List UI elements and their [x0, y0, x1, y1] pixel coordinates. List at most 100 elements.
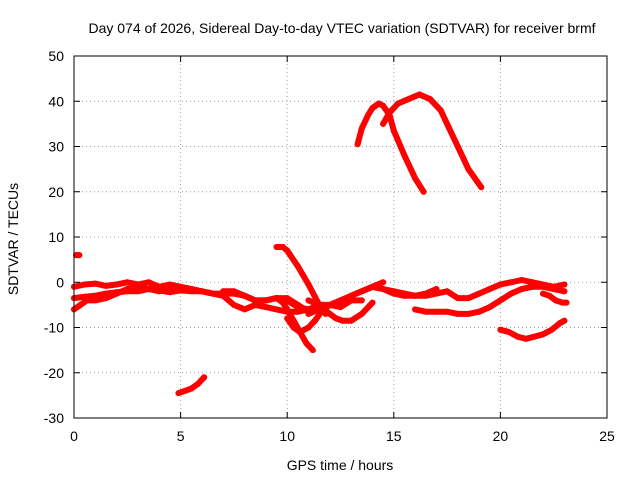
data-point [77, 301, 84, 308]
data-point [337, 297, 344, 304]
data-point [358, 297, 365, 304]
data-point [365, 111, 372, 118]
data-point [358, 288, 365, 295]
data-point [529, 283, 536, 290]
data-point [550, 286, 557, 292]
data-point [518, 286, 525, 292]
y-tick-label: 10 [48, 229, 64, 245]
data-point [531, 333, 538, 340]
y-tick-label: 30 [48, 139, 64, 155]
data-point [124, 279, 131, 286]
data-point [412, 175, 419, 182]
data-point [290, 317, 297, 324]
y-tick-label: 0 [56, 274, 64, 290]
data-point [103, 282, 109, 289]
data-point [273, 244, 280, 250]
data-point [540, 331, 546, 338]
data-point [305, 324, 312, 331]
y-axis-label: SDTVAR / TECUs [5, 183, 21, 295]
data-point [486, 286, 493, 292]
data-point [422, 308, 429, 315]
data-point [497, 297, 504, 304]
data-point [305, 310, 312, 317]
data-point [559, 299, 566, 306]
data-point [486, 304, 493, 311]
data-point [416, 91, 423, 98]
data-point [446, 125, 453, 132]
data-point [552, 297, 559, 304]
data-point [358, 125, 365, 132]
data-point [476, 290, 483, 297]
data-point [548, 326, 555, 333]
data-point [348, 292, 355, 299]
data-point [444, 308, 451, 315]
data-point [284, 306, 291, 313]
data-point [311, 317, 318, 324]
data-point [252, 297, 259, 304]
data-point [386, 109, 393, 116]
data-point [198, 288, 205, 295]
data-point [561, 288, 568, 295]
data-point [427, 96, 433, 102]
data-point [395, 100, 402, 107]
data-point [333, 315, 340, 322]
data-point [433, 290, 440, 297]
data-point [339, 317, 346, 324]
data-point [305, 281, 312, 288]
data-point [454, 310, 461, 317]
data-point [380, 102, 387, 109]
data-point [465, 310, 472, 317]
data-point [76, 252, 83, 259]
data-point [454, 295, 461, 302]
data-point [297, 329, 303, 335]
data-point [209, 290, 216, 297]
data-point [422, 292, 429, 299]
y-tick-label: -30 [44, 410, 64, 426]
data-point [177, 283, 184, 290]
data-point [348, 317, 355, 324]
data-point [563, 299, 570, 306]
data-point [113, 290, 120, 297]
data-point [401, 152, 408, 159]
data-point [188, 385, 195, 392]
data-point [358, 310, 365, 317]
data-point [523, 335, 529, 342]
data-point [294, 304, 301, 311]
y-tick-label: 40 [48, 93, 64, 109]
data-point [83, 297, 90, 304]
data-point [284, 247, 291, 254]
data-point [145, 279, 152, 286]
data-point [369, 299, 376, 306]
data-point [273, 295, 280, 302]
y-tick-label: 20 [48, 184, 64, 200]
data-point [156, 288, 163, 295]
data-point [497, 326, 504, 333]
data-point [273, 306, 280, 313]
y-tick-label: -10 [44, 320, 64, 336]
x-axis-label: GPS time / hours [287, 457, 394, 473]
data-point [369, 105, 376, 111]
data-point [262, 304, 269, 311]
data-point [444, 288, 451, 295]
data-point [380, 286, 387, 292]
data-point [326, 310, 333, 317]
data-point [405, 96, 412, 102]
data-point [518, 277, 525, 283]
data-point [305, 297, 312, 304]
data-point [103, 295, 109, 302]
data-point [201, 374, 208, 381]
data-point [412, 306, 419, 313]
data-point [113, 281, 120, 288]
data-point [497, 281, 504, 288]
data-point [135, 283, 141, 290]
series-layer [71, 91, 570, 397]
x-tick-label: 25 [599, 428, 615, 444]
data-point [220, 288, 227, 295]
data-point [561, 281, 568, 288]
data-point [316, 306, 323, 313]
x-tick-label: 20 [493, 428, 509, 444]
data-point [380, 120, 387, 127]
data-point [279, 244, 286, 250]
data-point [390, 290, 397, 297]
